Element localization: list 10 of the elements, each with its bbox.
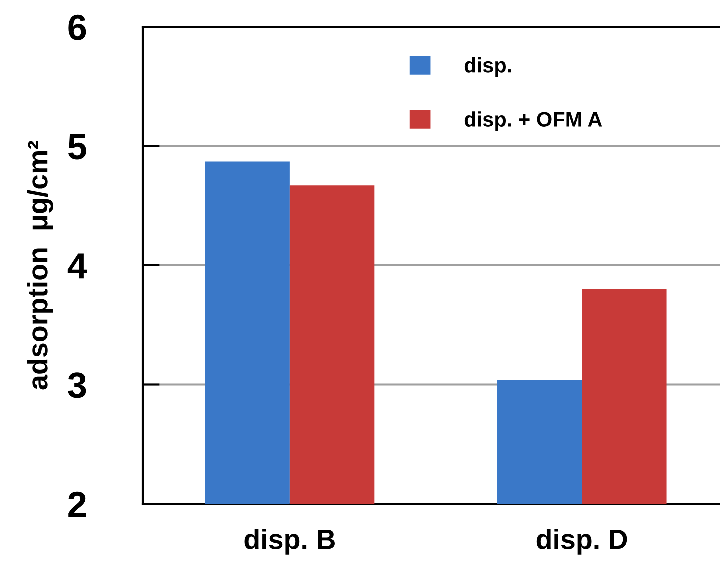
y-tick-label: 5 [68, 134, 86, 160]
legend-label: disp. [464, 58, 512, 77]
legend-label: disp. + OFM A [464, 112, 602, 132]
y-tick-label: 6 [68, 14, 86, 40]
x-tick-label: disp. D [536, 529, 628, 555]
y-axis-title: adsorption μg/cm² [27, 141, 54, 390]
y-tick-label: 3 [68, 372, 86, 398]
x-tick-label: disp. B [244, 529, 335, 555]
y-tick-label: 4 [68, 254, 88, 279]
y-tick-label: 2 [68, 492, 86, 518]
